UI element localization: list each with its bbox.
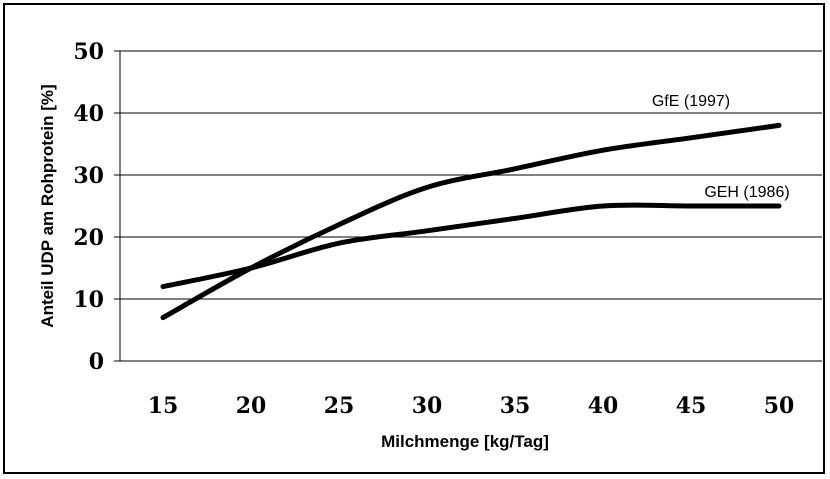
x-tick-labels: 15 20 25 30 35 40 45 50 [148, 393, 795, 419]
x-tick-label: 40 [588, 393, 619, 419]
gridlines [114, 50, 822, 362]
y-tick-label: 30 [73, 163, 104, 189]
y-tick-label: 40 [73, 101, 104, 127]
x-tick-label: 30 [412, 393, 443, 419]
y-tick-label: 0 [89, 349, 104, 375]
y-axis-title: Anteil UDP am Rohprotein [%] [38, 84, 57, 327]
y-tick-label: 20 [73, 225, 104, 251]
series-labels: GfE (1997) GEH (1986) [652, 93, 790, 201]
series-line-1 [160, 202, 782, 290]
x-tick-label: 50 [764, 393, 795, 419]
y-tick-label: 10 [73, 287, 104, 313]
series-lines [160, 122, 782, 321]
x-tick-label: 20 [236, 393, 267, 419]
y-tick-label: 50 [73, 39, 104, 65]
y-tick-labels: 0 10 20 30 40 50 [73, 39, 104, 375]
x-tick-label: 25 [324, 393, 355, 419]
x-tick-label: 35 [500, 393, 531, 419]
series-line-0 [160, 122, 782, 321]
series-label: GEH (1986) [704, 184, 789, 201]
x-axis-title: Milchmenge [kg/Tag] [381, 432, 549, 451]
x-tick-label: 45 [676, 393, 707, 419]
chart-frame [3, 3, 825, 474]
series-label: GfE (1997) [652, 93, 730, 110]
x-tick-label: 15 [148, 393, 179, 419]
